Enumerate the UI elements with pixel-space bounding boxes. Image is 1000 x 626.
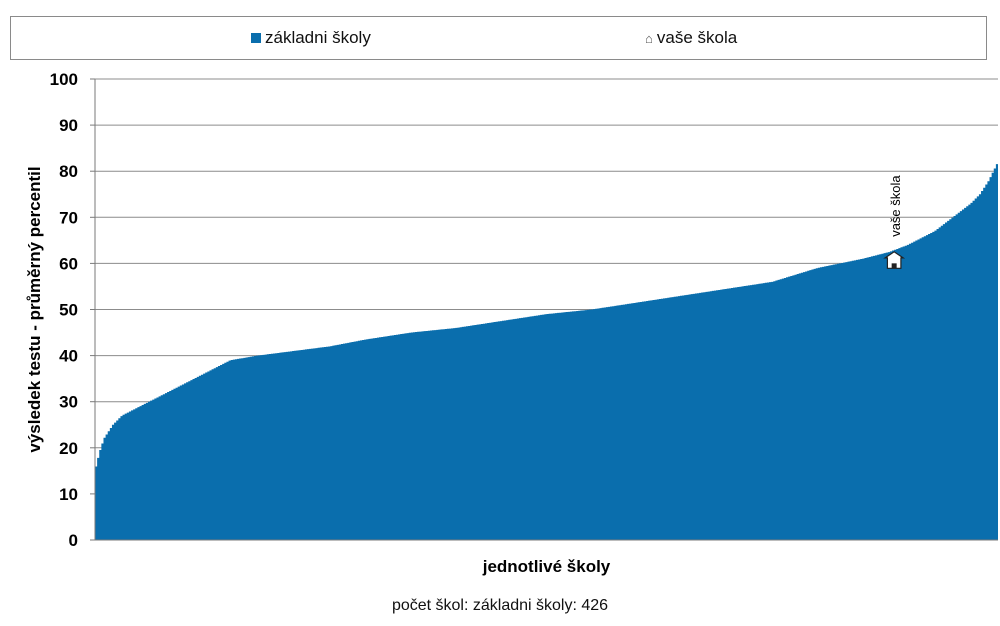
y-tick-labels: 0 10 20 30 40 50 60 70 80 90 100	[50, 70, 78, 550]
y-tick-label-70: 70	[59, 208, 78, 227]
house-icon-door	[891, 263, 897, 269]
legend-label-schools: základni školy	[265, 28, 371, 47]
y-tick-label-30: 30	[59, 393, 78, 412]
y-tick-label-60: 60	[59, 254, 78, 273]
annotation-label-your-school: vaše škola	[888, 175, 903, 237]
y-tick-label-20: 20	[59, 439, 78, 458]
series-area-schools	[95, 164, 998, 540]
footnote: počet škol: základni školy: 426	[391, 597, 609, 614]
house-icon-body	[883, 251, 906, 269]
y-tick-label-10: 10	[59, 485, 78, 504]
legend-label-your-school: vaše škola	[656, 28, 738, 47]
y-tick-label-80: 80	[59, 162, 78, 181]
legend-item-your-school: ⌂ vaše škola	[645, 17, 737, 59]
annotation-layer: vaše škola	[883, 175, 906, 269]
y-axis-title: výsledek testu - průměrný percentil	[25, 166, 44, 452]
series-area-layer	[95, 164, 998, 540]
legend-swatch-schools	[251, 33, 261, 43]
y-tick-label-90: 90	[59, 116, 78, 135]
y-tick-label-40: 40	[59, 347, 78, 366]
x-axis-title: jednotlivé školy	[482, 557, 611, 576]
y-tick-label-50: 50	[59, 301, 78, 320]
axes	[90, 78, 998, 541]
y-tick-label-0: 0	[69, 531, 78, 550]
y-tick-label-100: 100	[50, 70, 78, 89]
chart-legend: základni školy ⌂ vaše škola	[10, 16, 987, 60]
legend-item-schools: základni školy	[251, 17, 371, 59]
house-icon	[883, 251, 906, 269]
house-icon: ⌂	[645, 30, 653, 46]
